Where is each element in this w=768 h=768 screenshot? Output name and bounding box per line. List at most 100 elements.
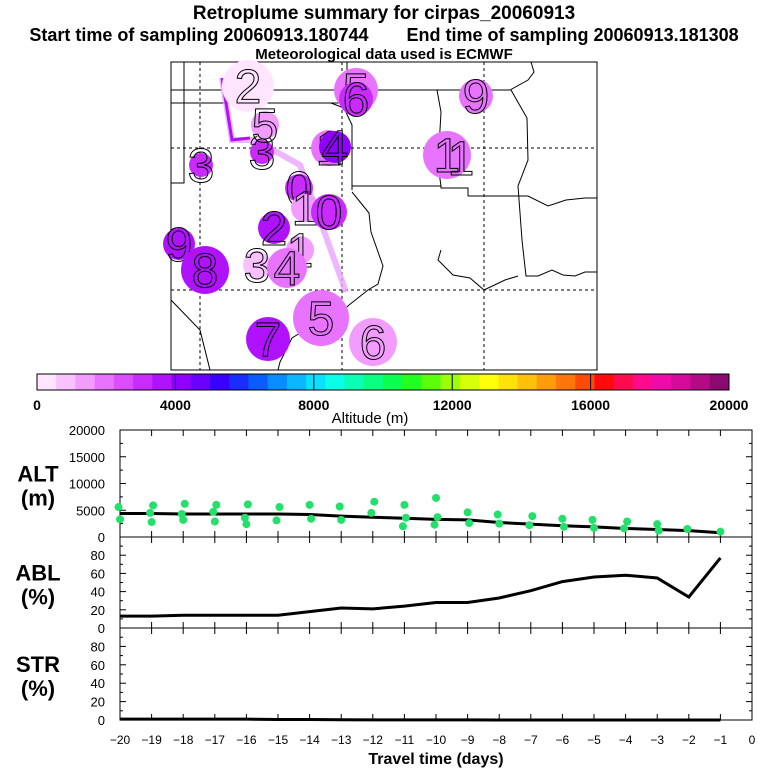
colorbar-cell xyxy=(190,374,211,390)
colorbar-tick-label: 20000 xyxy=(710,397,749,413)
colorbar-cell xyxy=(652,374,672,390)
colorbar-cell xyxy=(171,374,192,390)
series-line xyxy=(120,556,722,618)
colorbar-tick-label: 16000 xyxy=(571,397,610,413)
colorbar-cell xyxy=(37,374,57,390)
colorbar-cell xyxy=(440,374,461,390)
panel-label: ABL xyxy=(15,561,60,586)
alt-point xyxy=(653,520,662,529)
alt-point xyxy=(620,524,629,533)
alt-point xyxy=(275,503,284,512)
cluster-circle xyxy=(250,140,274,164)
y-tick-label: 0 xyxy=(98,621,105,636)
alt-point xyxy=(495,519,504,528)
cluster-number: 5 xyxy=(252,100,279,153)
x-tick-label: −16 xyxy=(236,733,257,747)
alt-point xyxy=(528,512,537,521)
cluster-number: 9 xyxy=(463,71,490,124)
x-tick-label: −2 xyxy=(682,733,696,747)
cluster-circle xyxy=(349,318,397,366)
alt-point xyxy=(432,493,440,502)
cluster-number: 8 xyxy=(192,245,219,298)
x-tick-label: −18 xyxy=(173,733,194,747)
cluster-circle xyxy=(258,212,290,244)
alt-point xyxy=(179,515,188,524)
colorbar-tick-label: 0 xyxy=(33,397,41,413)
alt-point xyxy=(147,518,156,527)
y-tick-label: 10000 xyxy=(69,477,105,492)
alt-point xyxy=(243,500,252,509)
colorbar-cell xyxy=(306,374,326,390)
cluster-circle xyxy=(339,82,373,116)
alt-point xyxy=(430,520,439,529)
colorbar-cell xyxy=(690,374,711,390)
cluster-number: 6 xyxy=(343,74,370,127)
colorbar-cell xyxy=(152,374,173,390)
colorbar-tick-label: 8000 xyxy=(298,397,329,413)
panel-unit: (m) xyxy=(21,486,55,511)
cluster-circle xyxy=(246,317,290,361)
y-tick-label: 20000 xyxy=(69,423,105,438)
colorbar-cell xyxy=(459,374,480,390)
cluster-circle xyxy=(293,290,349,346)
colorbar-cell xyxy=(229,374,249,390)
cluster-number: 3 xyxy=(188,140,215,193)
colorbar-cell xyxy=(133,374,153,390)
alt-point xyxy=(335,502,344,511)
cluster-number: 4 xyxy=(274,243,301,296)
cluster-markers: 25691113345010219834576 xyxy=(163,60,493,371)
colorbar-cell xyxy=(248,374,269,390)
alt-point xyxy=(588,515,597,524)
colorbar-cell xyxy=(363,374,384,390)
colorbar-cell xyxy=(613,374,634,390)
colorbar-cell xyxy=(344,374,365,390)
cluster-number: 4 xyxy=(322,122,349,175)
x-tick-label: −10 xyxy=(426,733,447,747)
colorbar-cell xyxy=(536,374,557,390)
y-tick-label: 5000 xyxy=(76,503,105,518)
alt-point xyxy=(398,522,407,531)
alt-point xyxy=(146,508,155,517)
alt-point xyxy=(114,503,123,512)
colorbar-cell xyxy=(325,374,346,390)
alt-point xyxy=(683,524,692,533)
start-time-text: Start time of sampling 20060913.180744 xyxy=(29,25,369,45)
x-tick-label: −17 xyxy=(205,733,226,747)
cluster-number: 2 xyxy=(261,203,288,256)
colorbar-cell xyxy=(556,374,576,390)
end-time-text: End time of sampling 20060913.181308 xyxy=(406,25,739,45)
travel-time-axis: −20 −19 −18 −17 −16 −15 −14 −13 −12 −11 −10 −9 −8 −7−… xyxy=(110,733,756,768)
cluster-circle xyxy=(251,111,279,139)
figure-title: Retroplume summary for cirpas_20060913 xyxy=(192,3,576,24)
panel-label: STR xyxy=(16,652,60,677)
x-tick-label: −14 xyxy=(299,733,320,747)
colorbar-tick-label: 4000 xyxy=(160,397,191,413)
x-tick-label: 0 xyxy=(749,733,756,747)
panel-unit: (%) xyxy=(21,585,55,610)
panel-frame xyxy=(119,627,753,721)
colorbar-cell xyxy=(671,374,692,390)
altitude-colorbar: 0 4000 8000 12000 16000 20000 Altitude (m) xyxy=(33,373,749,427)
x-tick-label: −7 xyxy=(524,733,538,747)
x-tick-label: −11 xyxy=(395,733,415,747)
map-graticule xyxy=(171,62,597,370)
cluster-circle xyxy=(189,153,213,177)
colorbar-label: Altitude (m) xyxy=(332,410,409,427)
x-tick-label: −13 xyxy=(331,733,352,747)
alt-point xyxy=(623,517,632,526)
y-tick-label: 60 xyxy=(91,566,105,581)
alt-point xyxy=(307,514,316,523)
alt-point xyxy=(559,522,568,531)
alt-point xyxy=(590,523,598,532)
alt-point xyxy=(240,513,249,522)
x-tick-label: −15 xyxy=(268,733,289,747)
map-frame xyxy=(170,61,598,371)
retroplume-map: 25691113345010219834576 xyxy=(163,60,598,371)
alt-panel: 0 5000 10000 15000 20000 ALT(m) xyxy=(17,423,753,545)
colorbar-cell xyxy=(517,374,538,390)
colorbar-tick-label: 12000 xyxy=(433,397,472,413)
colorbar-cell xyxy=(421,374,442,390)
colorbar-cell xyxy=(594,374,615,390)
sampling-times: Start time of sampling 20060913.180744 En… xyxy=(0,25,768,46)
alt-point xyxy=(558,514,567,523)
